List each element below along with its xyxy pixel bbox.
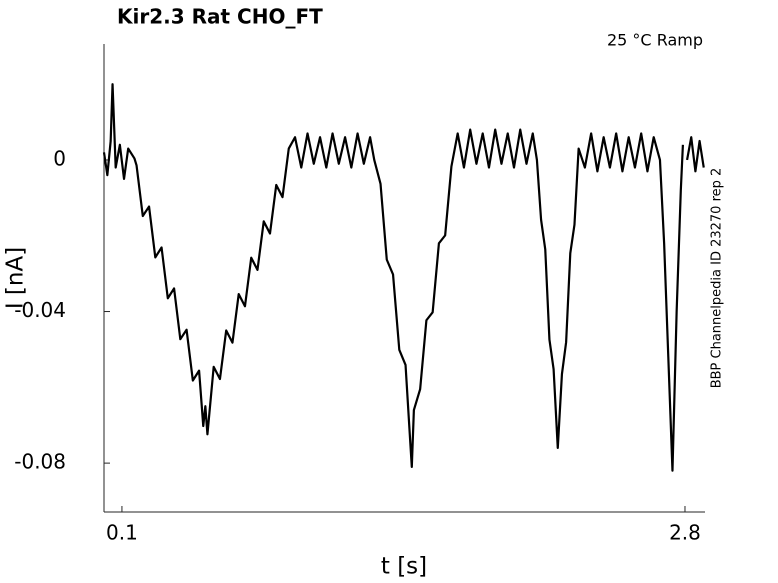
- y-tick-label: -0.08: [14, 450, 66, 474]
- side-label: BBP Channelpedia ID 23270 rep 2: [710, 168, 725, 389]
- data-line: [102, 83, 684, 472]
- y-axis-label: I [nA]: [3, 247, 29, 309]
- y-tick-label: -0.04: [14, 298, 66, 322]
- y-tick-label: 0: [53, 146, 66, 170]
- x-tick-label: 2.8: [669, 521, 701, 545]
- x-axis-label: t [s]: [381, 554, 427, 580]
- x-tick-label: 0.1: [106, 521, 138, 545]
- chart-title: Kir2.3 Rat CHO_FT: [117, 5, 323, 29]
- annotation: 25 °C Ramp: [607, 31, 703, 50]
- data-line: [685, 136, 705, 173]
